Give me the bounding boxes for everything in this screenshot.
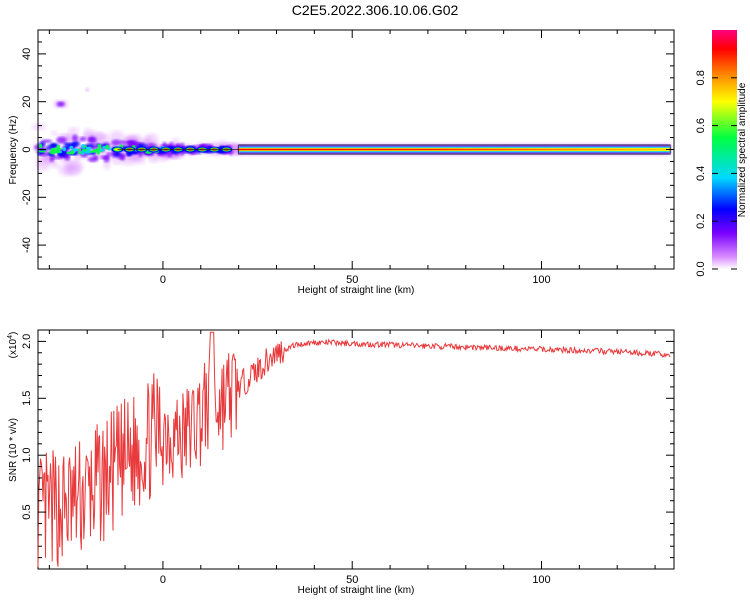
colorbar-label: Normalized spectral amplitude: [737, 82, 748, 217]
heatmap-cell: [97, 134, 109, 144]
chart-title: C2E5.2022.306.10.06.G02: [291, 2, 459, 18]
heatmap-cell: [78, 151, 82, 155]
colorbar-tick-label: 0.2: [695, 214, 707, 229]
heatmap-cell: [99, 149, 105, 152]
y-tick-label: 1.0: [21, 448, 33, 463]
heatmap-cell: [50, 130, 58, 136]
spectrogram-heatmap: [32, 87, 671, 176]
heatmap-cell: [62, 147, 66, 152]
x-tick-label: 50: [346, 574, 358, 586]
colorbar-ticks: 0.0 0.2 0.4 0.6 0.8: [695, 70, 737, 277]
heatmap-cell: [80, 144, 86, 149]
x-tick-label: 0: [160, 274, 166, 286]
heatmap-cell: [83, 145, 87, 148]
heatmap-cell: [70, 150, 75, 155]
heatmap-cell: [105, 144, 110, 150]
heatmap-cell: [166, 151, 173, 158]
heatmap-cell: [105, 152, 112, 157]
heatmap-cell: [79, 136, 87, 142]
y-tick-label: 1.5: [21, 391, 33, 406]
heatmap-cell: [32, 123, 46, 131]
colorbar-tick-label: 0.8: [695, 70, 707, 85]
heatmap-cell: [56, 136, 67, 144]
heatmap-band-core: [238, 148, 671, 151]
heatmap-cell: [58, 163, 74, 176]
heatmap-cell: [87, 156, 99, 163]
heatmap-cell: [87, 137, 96, 142]
spectrogram-xlabel: Height of straight line (km): [298, 285, 415, 296]
heatmap-cell: [49, 154, 55, 157]
heatmap-cell: [66, 151, 73, 155]
heatmap-cell: [39, 143, 43, 149]
x-tick-label: 0: [160, 574, 166, 586]
heatmap-cell: [144, 136, 152, 144]
heatmap-cell: [65, 146, 70, 150]
heatmap-cell: [55, 147, 62, 150]
heatmap-cell: [54, 150, 61, 153]
colorbar-tick-label: 0.4: [695, 166, 707, 181]
heatmap-cell: [56, 101, 65, 107]
colorbar: [712, 30, 737, 269]
y-tick-label: -40: [21, 237, 33, 253]
heatmap-cell: [120, 153, 126, 161]
heatmap-cell: [96, 130, 103, 136]
heatmap-cell: [72, 134, 79, 142]
heatmap-cell: [48, 144, 57, 147]
heatmap-cell: [113, 151, 121, 157]
snr-ylabel: SNR (10 * v/v): [8, 418, 19, 482]
heatmap-cell: [83, 127, 93, 140]
heatmap-cell: [111, 158, 124, 165]
snr-scale-label: (x104): [7, 332, 19, 359]
heatmap-cell: [51, 161, 59, 169]
spectrogram-ylabel: Frequency (Hz): [8, 116, 19, 185]
heatmap-cell: [103, 155, 110, 163]
y-tick-label: 40: [21, 48, 33, 60]
heatmap-cell: [72, 148, 79, 152]
heatmap-cell: [67, 127, 80, 134]
y-tick-label: 0: [21, 146, 33, 152]
y-tick-label: 0.5: [21, 504, 33, 519]
heatmap-cell: [86, 147, 91, 152]
heatmap-cell: [81, 150, 85, 156]
heatmap-cell: [97, 143, 102, 149]
heatmap-cell: [119, 140, 126, 145]
heatmap-cell: [63, 142, 71, 147]
x-tick-label: 100: [532, 274, 550, 286]
snr-axes: 0 50 100 0.5 1.0 1.5 2.0: [21, 330, 674, 586]
y-tick-label: 2.0: [21, 334, 33, 349]
heatmap-cell: [38, 150, 47, 153]
heatmap-cell: [49, 149, 56, 155]
y-tick-label: -20: [21, 189, 33, 205]
spectrogram-axes: 0 50 100 -40 -20 0 20 40: [21, 30, 674, 286]
colorbar-tick-label: 0.0: [695, 261, 707, 276]
heatmap-cell: [123, 140, 134, 145]
heatmap-cell: [72, 141, 80, 147]
y-tick-label: 20: [21, 96, 33, 108]
x-tick-label: 50: [346, 274, 358, 286]
heatmap-cell: [89, 150, 95, 153]
heatmap-cell: [69, 145, 74, 149]
heatmap-cell: [111, 139, 121, 146]
snr-frame: [37, 329, 675, 570]
snr-xlabel: Height of straight line (km): [298, 585, 415, 596]
x-tick-label: 100: [532, 574, 550, 586]
colorbar-tick-label: 0.6: [695, 118, 707, 133]
snr-series-line: [37, 331, 671, 567]
heatmap-cell: [85, 87, 90, 92]
